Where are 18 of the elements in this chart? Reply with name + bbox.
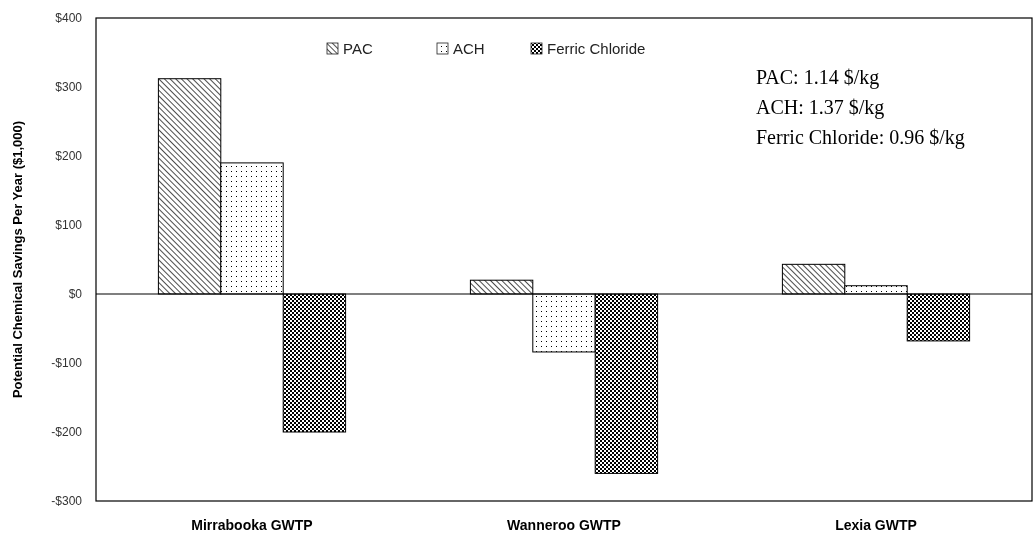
x-tick-label: Lexia GWTP [835, 517, 917, 533]
annotation: PAC: 1.14 $/kg [756, 66, 880, 89]
legend-label: PAC [343, 40, 373, 58]
x-tick-label: Wanneroo GWTP [507, 517, 621, 533]
y-tick-label: $300 [55, 80, 83, 95]
legend-label: ACH [453, 40, 485, 58]
y-tick-label: -$300 [51, 494, 83, 509]
y-tick-label: $0 [68, 287, 83, 302]
annotation: ACH: 1.37 $/kg [756, 96, 885, 119]
y-axis-title: Potential Chemical Savings Per Year ($1,000) [10, 120, 25, 399]
y-tick-label: $100 [55, 218, 83, 233]
annotation: Ferric Chloride: 0.96 $/kg [756, 126, 965, 149]
y-tick-label: -$100 [51, 356, 83, 371]
y-tick-label: -$200 [51, 425, 83, 440]
x-tick-label: Mirrabooka GWTP [191, 517, 313, 533]
legend-label: Ferric Chloride [547, 40, 646, 58]
y-tick-label: $400 [55, 11, 83, 26]
y-tick-label: $200 [55, 149, 83, 164]
